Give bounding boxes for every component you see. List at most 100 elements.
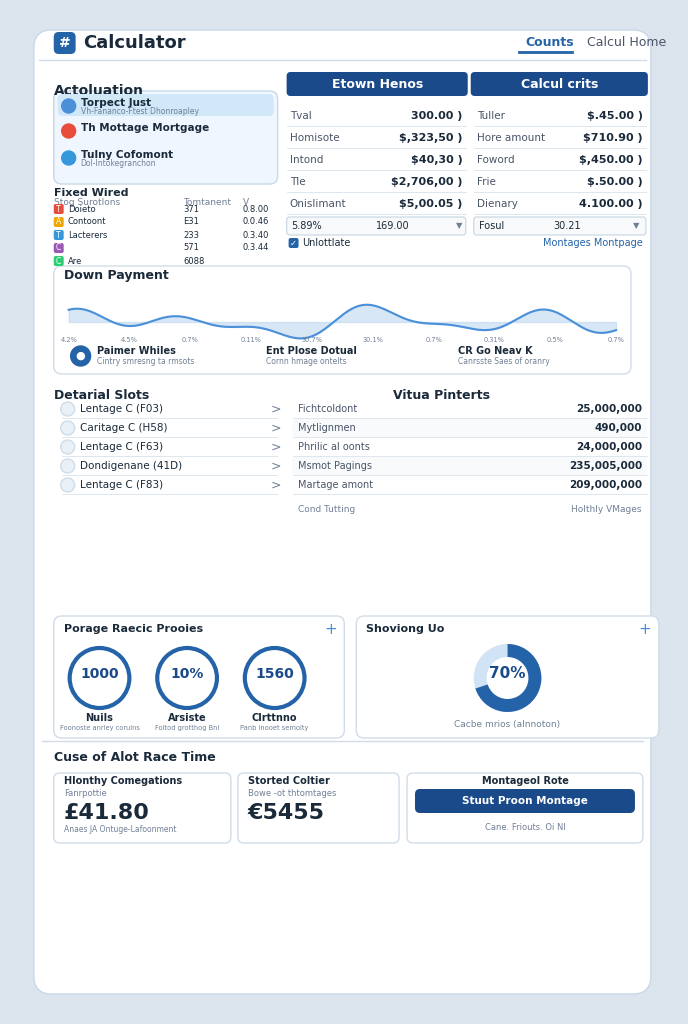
Text: Unlottlate: Unlottlate — [303, 238, 351, 248]
FancyBboxPatch shape — [474, 217, 646, 234]
Text: Montageol Rote: Montageol Rote — [482, 776, 568, 786]
Circle shape — [61, 478, 74, 492]
Text: Martage amont: Martage amont — [298, 480, 373, 490]
Text: 4.2%: 4.2% — [61, 337, 77, 343]
Text: Actoluation: Actoluation — [54, 84, 144, 98]
FancyBboxPatch shape — [54, 91, 278, 184]
FancyBboxPatch shape — [54, 32, 76, 54]
Text: 0.8.00: 0.8.00 — [243, 205, 269, 213]
Text: 1000: 1000 — [80, 667, 119, 681]
Circle shape — [62, 151, 76, 165]
Circle shape — [61, 421, 74, 435]
Circle shape — [61, 459, 74, 473]
Text: Storted Coltier: Storted Coltier — [248, 776, 330, 786]
Circle shape — [61, 440, 74, 454]
Text: Foword: Foword — [477, 155, 515, 165]
Text: Ent Plose Dotual: Ent Plose Dotual — [266, 346, 357, 356]
Text: CR Go Neav K: CR Go Neav K — [458, 346, 533, 356]
Text: Contoont: Contoont — [67, 217, 106, 226]
Text: 4.100.00 ): 4.100.00 ) — [579, 199, 643, 209]
Text: Fanrpottie: Fanrpottie — [64, 788, 107, 798]
Circle shape — [71, 346, 91, 366]
Text: Canrsste Saes of oranry: Canrsste Saes of oranry — [458, 356, 550, 366]
Text: 0.5%: 0.5% — [547, 337, 563, 343]
Text: Onislimant: Onislimant — [290, 199, 346, 209]
FancyBboxPatch shape — [238, 773, 399, 843]
Text: >: > — [270, 402, 281, 416]
Text: Calcul crits: Calcul crits — [521, 78, 598, 90]
Text: Lentage C (F63): Lentage C (F63) — [80, 442, 163, 452]
Text: 0.0.46: 0.0.46 — [243, 217, 269, 226]
Text: 30.21: 30.21 — [553, 221, 581, 231]
Text: Cacbe mrios (alnnoton): Cacbe mrios (alnnoton) — [455, 720, 561, 728]
Text: Fixed Wired: Fixed Wired — [54, 188, 128, 198]
Text: A: A — [56, 217, 61, 226]
Text: C: C — [56, 244, 61, 253]
Text: Th Mottage Mortgage: Th Mottage Mortgage — [80, 123, 209, 133]
Text: Tuller: Tuller — [477, 111, 505, 121]
Text: 6088: 6088 — [183, 256, 204, 265]
Text: 5.89%: 5.89% — [292, 221, 322, 231]
FancyBboxPatch shape — [54, 243, 64, 253]
Text: 233: 233 — [183, 230, 199, 240]
Text: Detarial Slots: Detarial Slots — [54, 389, 149, 402]
Text: 1560: 1560 — [255, 667, 294, 681]
Text: 0.3.40: 0.3.40 — [243, 230, 269, 240]
Text: Cuse of Alot Race Time: Cuse of Alot Race Time — [54, 751, 215, 764]
FancyBboxPatch shape — [356, 616, 659, 738]
Text: Etown Henos: Etown Henos — [332, 78, 423, 90]
Text: Calcul Home: Calcul Home — [587, 37, 667, 49]
Text: Msmot Pagings: Msmot Pagings — [298, 461, 372, 471]
Text: 0.7%: 0.7% — [425, 337, 442, 343]
FancyBboxPatch shape — [292, 400, 647, 418]
Text: 25,000,000: 25,000,000 — [576, 404, 642, 414]
Text: $,323,50 ): $,323,50 ) — [399, 133, 463, 143]
FancyBboxPatch shape — [287, 217, 466, 234]
Text: Clrttnno: Clrttnno — [252, 713, 297, 723]
Text: Homisote: Homisote — [290, 133, 339, 143]
Text: Cornn hmage ontelts: Cornn hmage ontelts — [266, 356, 347, 366]
Text: $.45.00 ): $.45.00 ) — [587, 111, 643, 121]
Text: E31: E31 — [183, 217, 199, 226]
Text: Mytlignmen: Mytlignmen — [298, 423, 355, 433]
Text: Dol-Intokegranchon: Dol-Intokegranchon — [80, 160, 156, 169]
FancyBboxPatch shape — [58, 94, 274, 116]
Text: 0.11%: 0.11% — [241, 337, 261, 343]
Text: Shoviong Uo: Shoviong Uo — [366, 624, 444, 634]
Text: Cond Tutting: Cond Tutting — [298, 506, 355, 514]
Text: >: > — [270, 440, 281, 454]
Text: T: T — [56, 205, 61, 213]
Text: Phrilic al oonts: Phrilic al oonts — [298, 442, 369, 452]
Text: $40,30 ): $40,30 ) — [411, 155, 463, 165]
Text: Tulny Cofomont: Tulny Cofomont — [80, 150, 173, 160]
Text: Caritage C (H58): Caritage C (H58) — [80, 423, 167, 433]
Text: >: > — [270, 478, 281, 492]
Text: Are: Are — [67, 256, 82, 265]
Text: $710.90 ): $710.90 ) — [583, 133, 643, 143]
Text: Down Payment: Down Payment — [64, 269, 169, 283]
Text: +: + — [324, 622, 337, 637]
Text: 209,000,000: 209,000,000 — [569, 480, 642, 490]
Text: Hore amount: Hore amount — [477, 133, 545, 143]
Text: Torpect Just: Torpect Just — [80, 98, 151, 108]
Text: 371: 371 — [183, 205, 199, 213]
FancyBboxPatch shape — [54, 773, 231, 843]
Text: Stuut Proon Montage: Stuut Proon Montage — [462, 796, 588, 806]
Text: Lentage C (F83): Lentage C (F83) — [80, 480, 163, 490]
Text: ▼: ▼ — [633, 221, 639, 230]
Text: ▼: ▼ — [456, 221, 462, 230]
Text: Doieto: Doieto — [67, 205, 96, 213]
Text: Foonoste anrley coruins: Foonoste anrley coruins — [60, 725, 140, 731]
Text: $5,00.05 ): $5,00.05 ) — [400, 199, 463, 209]
Text: Foltod grotthog Bnl: Foltod grotthog Bnl — [155, 725, 219, 731]
FancyBboxPatch shape — [292, 457, 647, 475]
Text: Counts: Counts — [526, 37, 574, 49]
Text: Nuils: Nuils — [85, 713, 114, 723]
Text: 300.00 ): 300.00 ) — [411, 111, 463, 121]
Wedge shape — [474, 644, 541, 712]
Text: ✓: ✓ — [290, 239, 297, 248]
Text: Holthly VMages: Holthly VMages — [572, 506, 642, 514]
Text: #: # — [58, 36, 71, 50]
Text: €5455: €5455 — [248, 803, 325, 823]
Text: 0.31%: 0.31% — [484, 337, 505, 343]
